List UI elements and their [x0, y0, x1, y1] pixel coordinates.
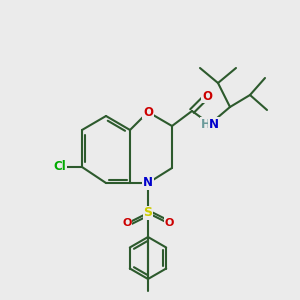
Text: O: O	[143, 106, 153, 118]
Text: S: S	[143, 206, 152, 220]
Text: H: H	[201, 118, 211, 130]
Text: O: O	[122, 218, 132, 228]
Text: O: O	[202, 89, 212, 103]
Text: Cl: Cl	[54, 160, 66, 173]
Text: N: N	[209, 118, 219, 130]
Text: O: O	[164, 218, 174, 228]
Text: N: N	[143, 176, 153, 190]
